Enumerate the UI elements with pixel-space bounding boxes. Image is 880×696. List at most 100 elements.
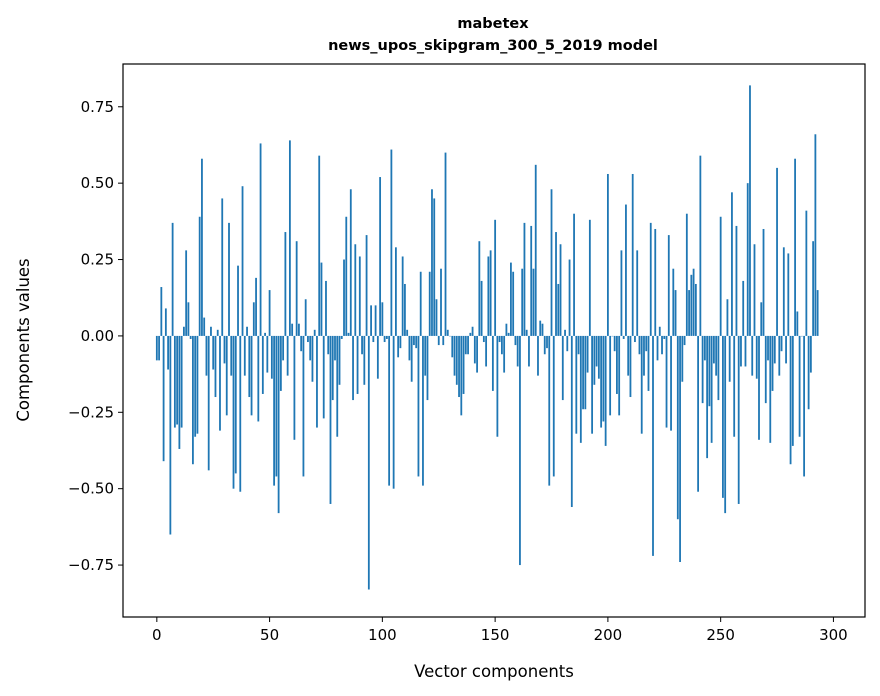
bar [196, 335, 199, 434]
bar [643, 335, 645, 376]
y-axis-ticks: −0.75 −0.50 −0.25 0.00 0.25 0.50 0.75 [68, 98, 123, 574]
bar [557, 283, 560, 336]
bar [277, 335, 280, 514]
bar [751, 335, 754, 376]
bar [201, 158, 203, 336]
bar [203, 317, 206, 336]
bar [670, 335, 672, 431]
bar [178, 335, 181, 449]
bar [419, 271, 422, 336]
bar [210, 326, 212, 336]
bar [431, 189, 433, 336]
bar [336, 335, 339, 437]
bar [246, 326, 248, 336]
bar [661, 335, 663, 355]
bar [647, 335, 650, 391]
bar [701, 335, 704, 404]
bar [230, 335, 233, 376]
bar [708, 335, 711, 407]
bar [455, 335, 458, 385]
bar [753, 244, 756, 336]
x-tick-label: 300 [819, 626, 848, 644]
bar [413, 335, 415, 346]
bar [372, 335, 375, 343]
bar [625, 204, 627, 336]
bar [422, 335, 424, 486]
bar [471, 326, 474, 336]
bar [606, 173, 609, 336]
bar [568, 259, 571, 336]
bar [514, 335, 517, 346]
bar [564, 329, 566, 336]
bar [435, 299, 438, 336]
bar [744, 335, 747, 367]
bar [189, 335, 192, 339]
bar [489, 250, 492, 336]
bar [394, 247, 397, 336]
bar [516, 335, 519, 367]
bar [237, 265, 239, 336]
bar [216, 329, 219, 336]
bar [767, 335, 769, 361]
bar [469, 332, 472, 336]
bar [649, 222, 652, 336]
bar [586, 335, 589, 373]
bar [652, 335, 654, 556]
bar [812, 241, 815, 336]
bar [370, 305, 372, 336]
bar [613, 335, 616, 352]
bar [257, 335, 260, 422]
bar [530, 225, 533, 336]
x-tick-label: 50 [260, 626, 279, 644]
bar [424, 335, 427, 376]
bar [255, 277, 257, 336]
bar [726, 299, 729, 336]
bar [340, 335, 343, 339]
bar [620, 250, 623, 336]
bar [404, 283, 406, 336]
bar [640, 335, 643, 434]
bar [399, 335, 402, 349]
bar [385, 335, 388, 339]
bar [243, 335, 246, 376]
bar [496, 335, 499, 437]
bar [460, 335, 463, 416]
bar [663, 335, 666, 339]
bar [293, 335, 296, 440]
bar [446, 329, 449, 336]
x-tick-label: 100 [368, 626, 397, 644]
bar [261, 335, 264, 394]
bar [295, 241, 298, 336]
bar [543, 335, 546, 355]
bar [566, 335, 569, 352]
bar [731, 192, 733, 336]
bar [291, 323, 294, 336]
bar [228, 222, 230, 336]
bar [697, 335, 700, 492]
bar [223, 335, 226, 364]
bar [365, 235, 368, 336]
bar [722, 335, 724, 498]
bar [239, 335, 242, 492]
bar [597, 335, 600, 379]
bar [322, 335, 325, 419]
bar [250, 335, 253, 416]
bar [622, 335, 625, 339]
chart-subtitle: news_upos_skipgram_300_5_2019 model [328, 38, 658, 54]
bar [169, 335, 172, 535]
bar [164, 308, 167, 336]
bar [390, 149, 393, 336]
bar [573, 213, 575, 336]
bar [160, 287, 163, 336]
bar [273, 335, 276, 486]
bar [397, 335, 400, 358]
bar [769, 335, 772, 443]
bar [780, 335, 783, 352]
bar [510, 262, 512, 336]
bar [498, 335, 501, 343]
bar [349, 189, 352, 336]
bar [762, 228, 765, 336]
bar [778, 335, 781, 376]
bar [182, 326, 185, 336]
bar [809, 335, 812, 373]
